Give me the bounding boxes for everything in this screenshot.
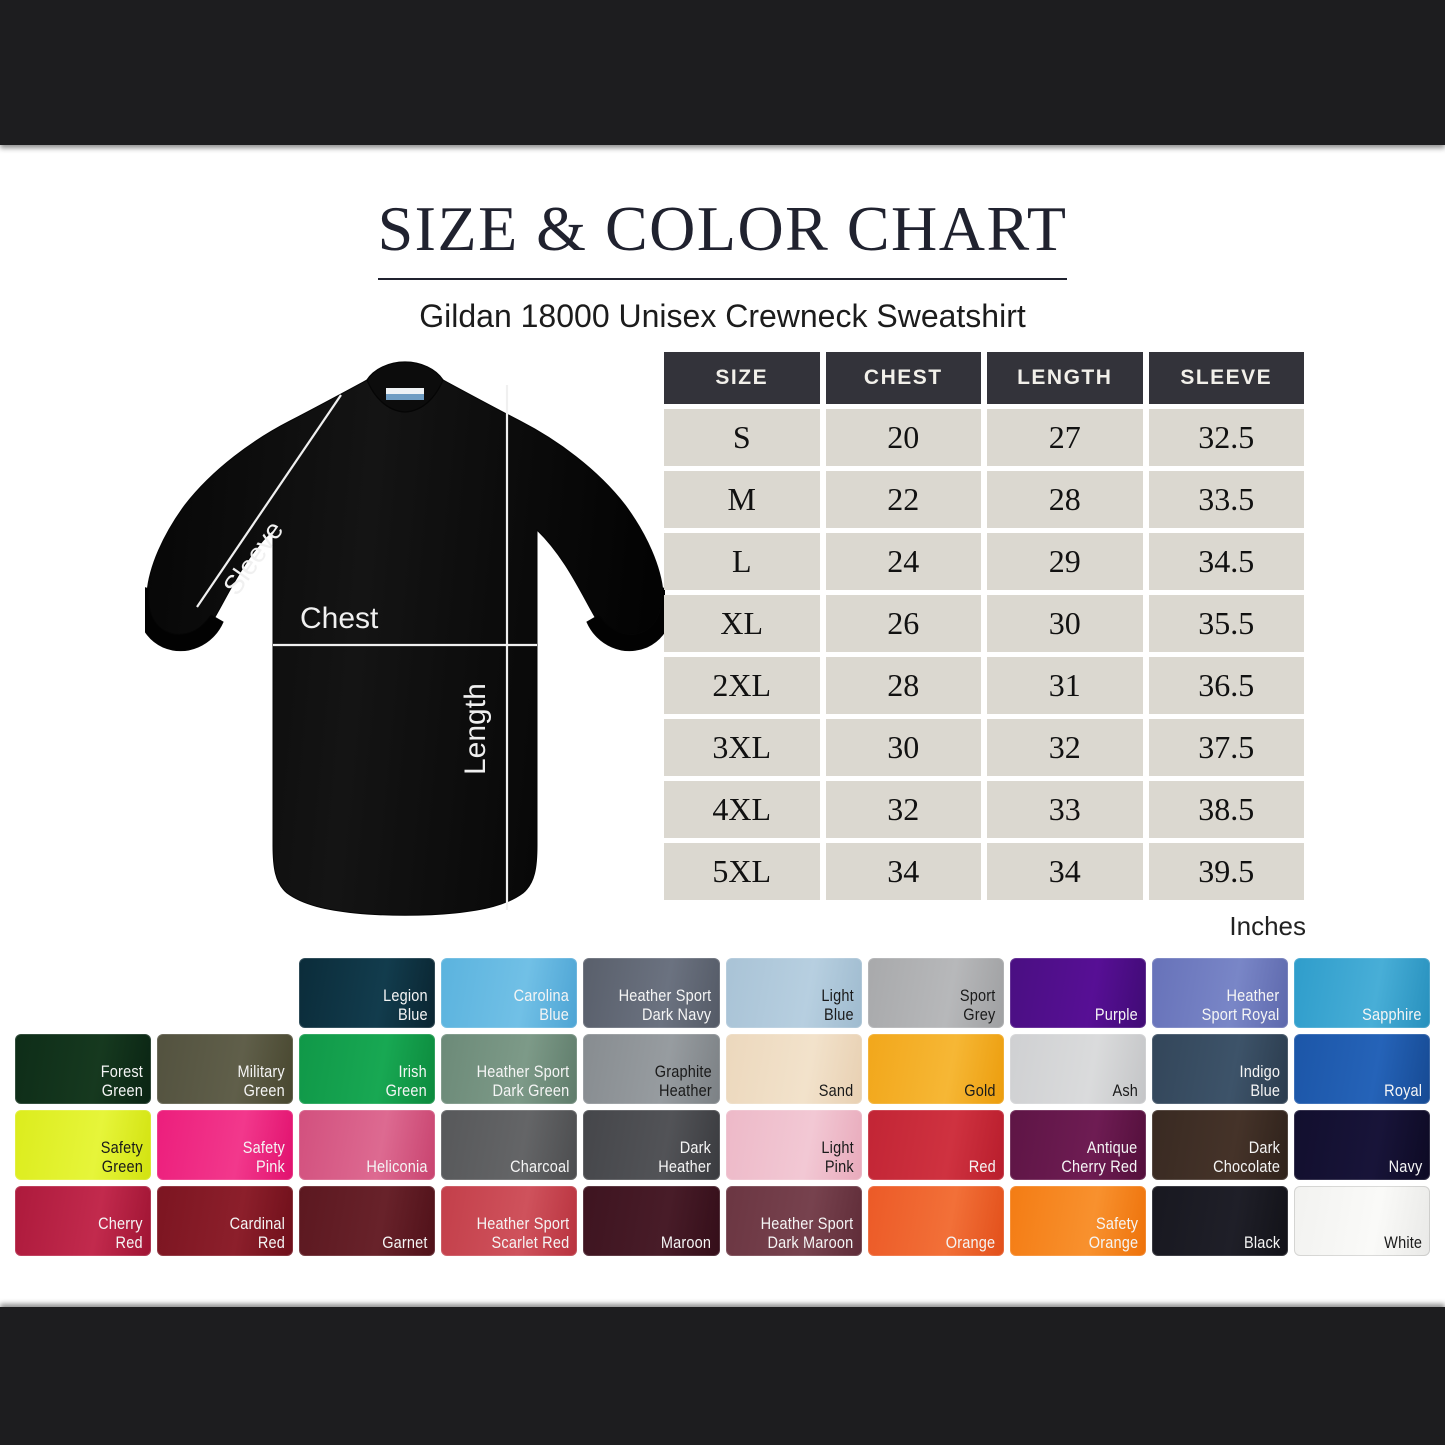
- svg-text:Length: Length: [459, 683, 492, 775]
- svg-text:Chest: Chest: [300, 602, 379, 635]
